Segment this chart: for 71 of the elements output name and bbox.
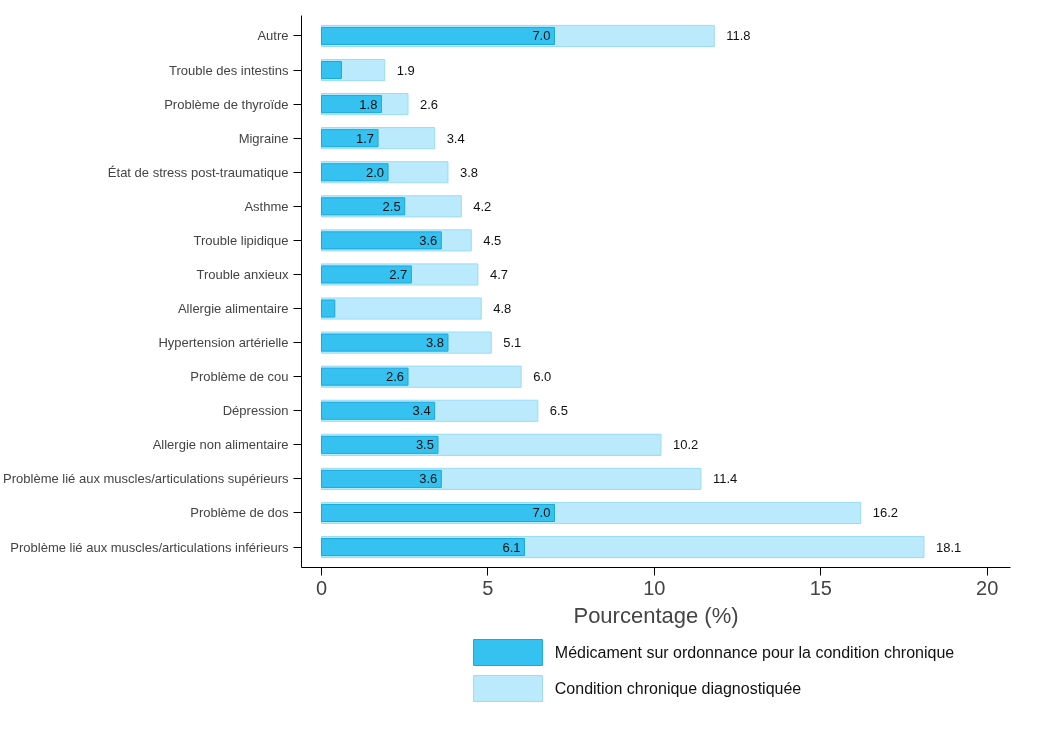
y-tick-label: Trouble lipidique — [193, 232, 289, 248]
data-label: 2.0 — [365, 164, 385, 180]
bar — [320, 299, 336, 318]
legend-label: Condition chronique diagnostiquée — [554, 680, 802, 697]
data-label: 2.7 — [389, 266, 408, 282]
y-tick-label: Problème lié aux muscles/articulations supérieurs — [3, 471, 289, 487]
data-label: 5.1 — [503, 335, 522, 351]
x-tick-label: 0 — [315, 576, 328, 599]
data-label: 4.8 — [493, 301, 512, 317]
data-label: 3.5 — [415, 437, 434, 453]
y-tick-label: Trouble anxieux — [196, 266, 289, 282]
bar — [320, 401, 436, 420]
data-label: 3.6 — [419, 232, 438, 248]
data-label: 1.7 — [355, 130, 375, 146]
y-tick-label: Asthme — [244, 198, 289, 214]
data-label: 2.6 — [385, 369, 405, 385]
x-tick-label: 20 — [976, 576, 999, 599]
bar — [320, 265, 412, 284]
data-label: 1.9 — [396, 62, 415, 78]
bar — [320, 503, 555, 522]
y-tick-label: Hypertension artérielle — [158, 335, 289, 351]
data-label: 16.2 — [872, 505, 899, 521]
bar — [320, 367, 409, 386]
x-tick-label: 10 — [643, 576, 666, 599]
y-tick-label: Problème lié aux muscles/articulations inférieurs — [10, 539, 289, 555]
bar — [320, 129, 379, 148]
data-label: 11.8 — [726, 28, 751, 44]
data-label: 18.1 — [935, 539, 962, 555]
y-tick-label: Trouble des intestins — [169, 62, 289, 78]
bar — [320, 435, 439, 454]
data-label: 4.7 — [489, 266, 508, 282]
bar — [320, 26, 555, 45]
y-tick-label: Dépression — [222, 403, 289, 419]
bar — [320, 333, 449, 352]
y-tick-label: État de stress post-traumatique — [107, 164, 289, 180]
data-label: 7.0 — [532, 505, 551, 521]
data-label: 2.6 — [420, 96, 439, 112]
y-tick-label: Migraine — [238, 130, 289, 146]
bar — [320, 95, 382, 114]
x-tick-label: 5 — [482, 576, 494, 599]
data-label: 3.4 — [446, 130, 465, 146]
data-label: 3.6 — [419, 471, 438, 487]
legend-label: Médicament sur ordonnance pour la condition chronique — [554, 644, 955, 661]
bar — [320, 197, 406, 216]
data-label: 10.2 — [672, 437, 699, 453]
y-tick-label: Allergie non alimentaire — [152, 437, 289, 453]
bar — [320, 231, 442, 250]
bar — [320, 61, 342, 80]
data-label: 7.0 — [532, 28, 551, 44]
y-tick-label: Allergie alimentaire — [177, 301, 289, 317]
y-tick-label: Problème de thyroïde — [164, 96, 289, 112]
data-label: 4.2 — [473, 198, 492, 214]
bar — [320, 538, 526, 557]
data-label: 3.8 — [459, 164, 479, 180]
bar — [320, 163, 389, 182]
data-label: 3.4 — [412, 403, 431, 419]
data-label: 1.8 — [359, 96, 378, 112]
data-label: 4.5 — [483, 232, 502, 248]
y-tick-label: Autre — [257, 28, 289, 44]
bar — [320, 469, 442, 488]
data-label: 11.4 — [712, 471, 738, 487]
data-label: 3.8 — [425, 335, 444, 351]
x-axis-title: Pourcentage (%) — [573, 602, 739, 628]
data-label: 6.5 — [549, 403, 568, 419]
x-tick-label: 15 — [809, 576, 832, 599]
data-label: 2.5 — [382, 198, 401, 214]
y-tick-label: Problème de dos — [190, 505, 289, 521]
data-label: 6.0 — [533, 369, 552, 385]
data-label: 6.1 — [502, 539, 521, 555]
y-tick-label: Problème de cou — [190, 369, 289, 385]
bar — [320, 297, 482, 320]
